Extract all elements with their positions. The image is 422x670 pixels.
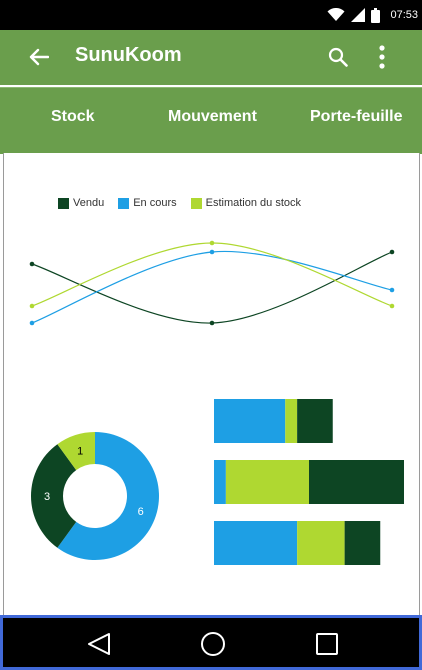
legend-swatch-estimation bbox=[190, 197, 202, 209]
bar-segment-2-1 bbox=[214, 460, 226, 504]
system-nav-bar bbox=[0, 615, 422, 670]
bar-segment-3-1 bbox=[214, 521, 298, 565]
legend-label-estimation: Estimation du stock bbox=[205, 197, 301, 209]
search-button[interactable] bbox=[323, 42, 353, 72]
bar-segment-3-2 bbox=[297, 521, 345, 565]
legend-item-en-cours: En cours bbox=[118, 197, 177, 209]
line-point-vendu-2 bbox=[209, 320, 215, 326]
recents-nav-icon bbox=[316, 633, 338, 655]
bar-segment-1-2 bbox=[285, 399, 298, 443]
bar-segment-1-1 bbox=[214, 399, 286, 443]
bar-segment-2-3 bbox=[309, 460, 404, 504]
donut-slice-label-1: 6 bbox=[138, 506, 144, 518]
line-series-vendu bbox=[31, 251, 393, 324]
nav-recents-button[interactable] bbox=[312, 630, 342, 658]
status-bar: 07:53 bbox=[0, 0, 422, 30]
back-nav-icon bbox=[88, 633, 110, 655]
status-icons: 07:53 bbox=[327, 0, 418, 30]
legend-item-vendu: Vendu bbox=[58, 197, 104, 209]
back-arrow-icon bbox=[29, 48, 49, 66]
legend-label-vendu: Vendu bbox=[73, 197, 105, 209]
nav-back-button[interactable] bbox=[84, 630, 114, 658]
more-options-button[interactable] bbox=[367, 42, 397, 72]
back-button[interactable] bbox=[24, 42, 54, 72]
dashboard-content: Vendu En cours Estimation du stock 6 3 1 bbox=[3, 153, 420, 615]
tab-mouvement[interactable]: Mouvement bbox=[168, 108, 257, 125]
donut-slice-1 bbox=[57, 432, 159, 560]
more-vert-icon bbox=[379, 45, 385, 69]
bar-segment-1-3 bbox=[297, 399, 333, 443]
line-point-estimation-du-stock-3 bbox=[389, 303, 395, 309]
legend-swatch-en-cours bbox=[118, 197, 130, 209]
line-point-estimation-du-stock-2 bbox=[209, 240, 215, 246]
legend-item-estimation: Estimation du stock bbox=[190, 197, 301, 209]
line-point-en-cours-2 bbox=[209, 249, 215, 255]
battery-icon bbox=[371, 7, 381, 23]
home-nav-icon bbox=[201, 632, 225, 656]
stacked-bar-chart bbox=[214, 399, 404, 565]
app-bar: SunuKoom bbox=[0, 30, 422, 85]
line-point-en-cours-3 bbox=[389, 287, 395, 293]
donut-chart: 6 3 1 bbox=[30, 432, 159, 560]
donut-slice-label-2: 3 bbox=[44, 491, 50, 503]
wifi-icon bbox=[327, 8, 345, 21]
bar-segment-2-2 bbox=[225, 460, 309, 504]
signal-icon bbox=[351, 8, 366, 22]
app-title: SunuKoom bbox=[75, 44, 182, 66]
line-chart-legend: Vendu En cours Estimation du stock bbox=[58, 197, 315, 209]
donut-slice-label-3: 1 bbox=[77, 445, 83, 457]
bar-segment-3-3 bbox=[344, 521, 381, 565]
status-time: 07:53 bbox=[390, 9, 418, 21]
search-icon bbox=[328, 47, 348, 67]
nav-home-button[interactable] bbox=[198, 630, 228, 658]
donut-slice-2 bbox=[30, 444, 77, 548]
tab-porte-feuille[interactable]: Porte-feuille bbox=[310, 108, 403, 125]
line-chart bbox=[29, 240, 395, 326]
legend-label-en-cours: En cours bbox=[133, 197, 177, 209]
line-point-estimation-du-stock-1 bbox=[29, 303, 35, 309]
line-point-en-cours-1 bbox=[29, 320, 35, 326]
donut-slice-3 bbox=[57, 432, 95, 471]
line-point-vendu-3 bbox=[389, 249, 395, 255]
legend-swatch-vendu bbox=[58, 197, 69, 209]
tab-stock[interactable]: Stock bbox=[51, 108, 95, 125]
tab-bar: Stock Mouvement Porte-feuille bbox=[0, 87, 422, 154]
line-point-vendu-1 bbox=[29, 261, 35, 267]
